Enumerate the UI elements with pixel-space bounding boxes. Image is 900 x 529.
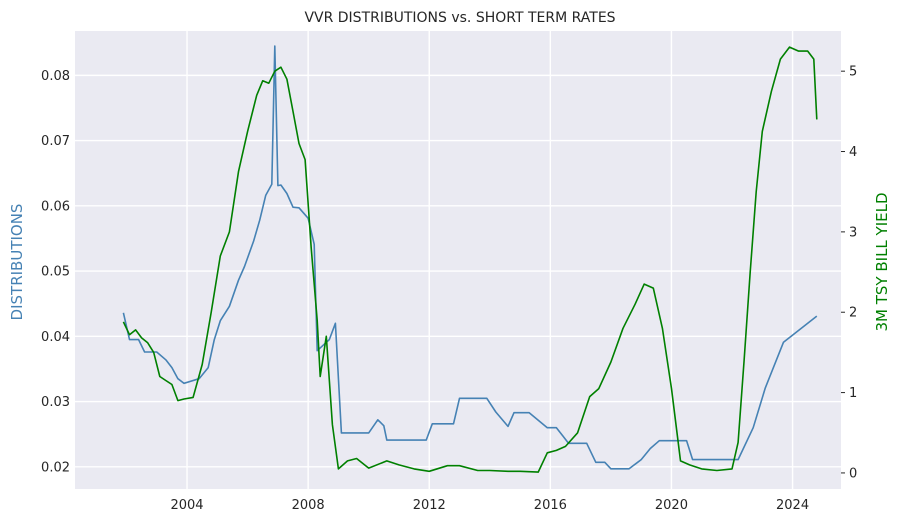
x-tick-label: 2008 <box>292 498 325 513</box>
left-tick-label: 0.05 <box>41 265 70 280</box>
x-tick-label: 2012 <box>413 498 446 513</box>
right-tick-label: 4 <box>849 145 857 160</box>
right-tick-label: 0 <box>849 466 857 481</box>
right-tick-label: 3 <box>849 225 857 240</box>
right-tick-label: 2 <box>849 306 857 321</box>
chart-title: VVR DISTRIBUTIONS vs. SHORT TERM RATES <box>304 10 615 26</box>
left-tick-label: 0.06 <box>41 199 70 214</box>
plot-background <box>75 31 841 489</box>
x-tick-label: 2016 <box>534 498 567 513</box>
x-tick-label: 2024 <box>776 498 809 513</box>
distributions-line <box>122 45 818 470</box>
left-tick-label: 0.07 <box>41 134 70 149</box>
tsy-yield-line <box>122 46 818 473</box>
series-layer <box>122 45 818 473</box>
tick-labels: 2004 2008 2012 2016 2020 2024 0.02 0.03 0.04 0.05… <box>41 65 857 513</box>
left-tick-label: 0.02 <box>41 460 70 475</box>
right-axis-label: 3M TSY BILL YIELD <box>873 192 891 331</box>
left-tick-label: 0.08 <box>41 69 70 84</box>
x-tick-label: 2020 <box>655 498 688 513</box>
x-tick-label: 2004 <box>170 498 203 513</box>
grid <box>75 31 841 489</box>
left-tick-label: 0.04 <box>41 330 70 345</box>
left-tick-label: 0.03 <box>41 395 70 410</box>
right-tick-label: 5 <box>849 65 857 80</box>
right-tick-label: 1 <box>849 386 857 401</box>
left-axis-label: DISTRIBUTIONS <box>8 204 26 321</box>
